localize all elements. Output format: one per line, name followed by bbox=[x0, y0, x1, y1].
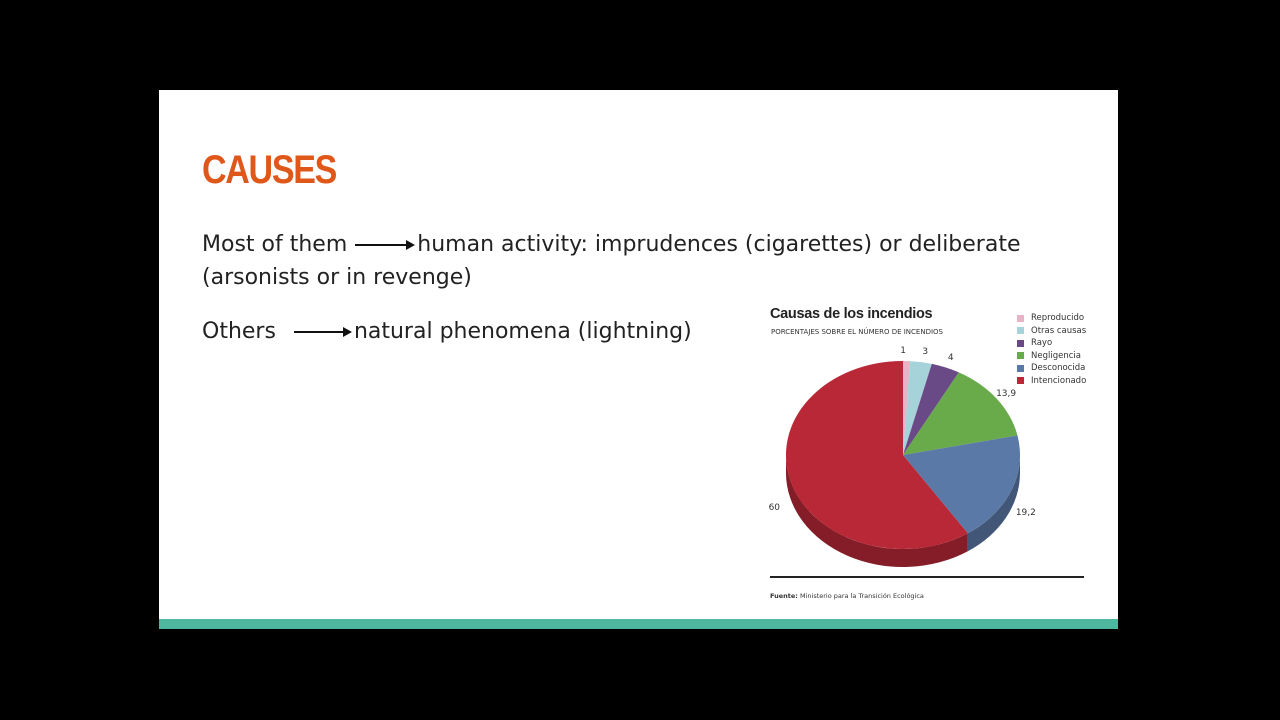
legend-label: Rayo bbox=[1031, 338, 1053, 349]
pie-slice-side bbox=[967, 455, 1020, 552]
chart-subtitle: PORCENTAJES SOBRE EL NÚMERO DE INCENDIOS bbox=[771, 328, 943, 336]
pie-slice-negligencia bbox=[903, 372, 1018, 455]
legend-item: Negligencia bbox=[1017, 350, 1086, 363]
divider bbox=[770, 576, 1084, 578]
text-natural: natural phenomena (lightning) bbox=[353, 319, 692, 344]
pie-slice-otras-causas bbox=[903, 361, 932, 455]
pie-slice-intencionado bbox=[786, 361, 968, 549]
legend-item: Otras causas bbox=[1017, 325, 1086, 338]
source-text: Ministerio para la Transición Ecológica bbox=[799, 592, 924, 600]
text-most-of-them: Most of them bbox=[202, 232, 348, 257]
pie-slice-rayo bbox=[903, 363, 959, 455]
chart-title: Causas de los incendios bbox=[770, 306, 933, 322]
bullet-others: Others natural phenomena (lightning) bbox=[202, 319, 692, 344]
arrow-icon bbox=[293, 327, 352, 337]
legend-label: Negligencia bbox=[1031, 350, 1081, 361]
footer-bar bbox=[159, 619, 1118, 629]
pie-slice-reproducido bbox=[903, 361, 911, 455]
text-arsonists: (arsonists or in revenge) bbox=[202, 265, 472, 290]
data-label: 19,2 bbox=[1016, 508, 1036, 518]
legend-item: Desconocida bbox=[1017, 362, 1086, 375]
pie-slice-side bbox=[786, 455, 968, 567]
arrow-icon bbox=[355, 240, 416, 250]
source-label: Fuente: bbox=[770, 592, 798, 600]
slide-title: CAUSES bbox=[202, 148, 337, 192]
chart-source: Fuente: Ministerio para la Transición Ec… bbox=[770, 592, 924, 600]
legend-swatch bbox=[1017, 339, 1024, 347]
legend-swatch bbox=[1017, 377, 1024, 385]
text-others: Others bbox=[202, 319, 276, 344]
legend-label: Intencionado bbox=[1031, 375, 1087, 386]
legend-label: Otras causas bbox=[1031, 325, 1087, 336]
chart-legend: Reproducido Otras causas Rayo Negligencia De… bbox=[1017, 312, 1086, 387]
legend-swatch bbox=[1017, 352, 1024, 360]
data-label: 3 bbox=[922, 347, 928, 357]
data-label: 1 bbox=[900, 346, 906, 356]
slide: CAUSES Most of them human activity: impru… bbox=[159, 90, 1118, 629]
legend-label: Desconocida bbox=[1031, 363, 1086, 374]
data-label: 13,9 bbox=[996, 389, 1016, 399]
pie-slice-desconocida bbox=[903, 435, 1020, 534]
legend-swatch bbox=[1017, 364, 1024, 372]
legend-swatch bbox=[1017, 327, 1024, 335]
legend-label: Reproducido bbox=[1031, 313, 1085, 324]
legend-item: Intencionado bbox=[1017, 375, 1086, 388]
data-label: 4 bbox=[948, 353, 954, 363]
pie-chart: 1 3 4 13,9 19,2 60 bbox=[769, 346, 1036, 567]
data-label: 60 bbox=[769, 503, 781, 513]
legend-swatch bbox=[1017, 314, 1024, 322]
legend-item: Reproducido bbox=[1017, 312, 1086, 325]
bullet-most: Most of them human activity: imprudences … bbox=[202, 232, 1021, 257]
text-human-activity: human activity: imprudences (cigarettes)… bbox=[417, 232, 1021, 257]
pie-chart-figure: Causas de los incendios PORCENTAJES SOBR… bbox=[759, 300, 1109, 605]
legend-item: Rayo bbox=[1017, 337, 1086, 350]
